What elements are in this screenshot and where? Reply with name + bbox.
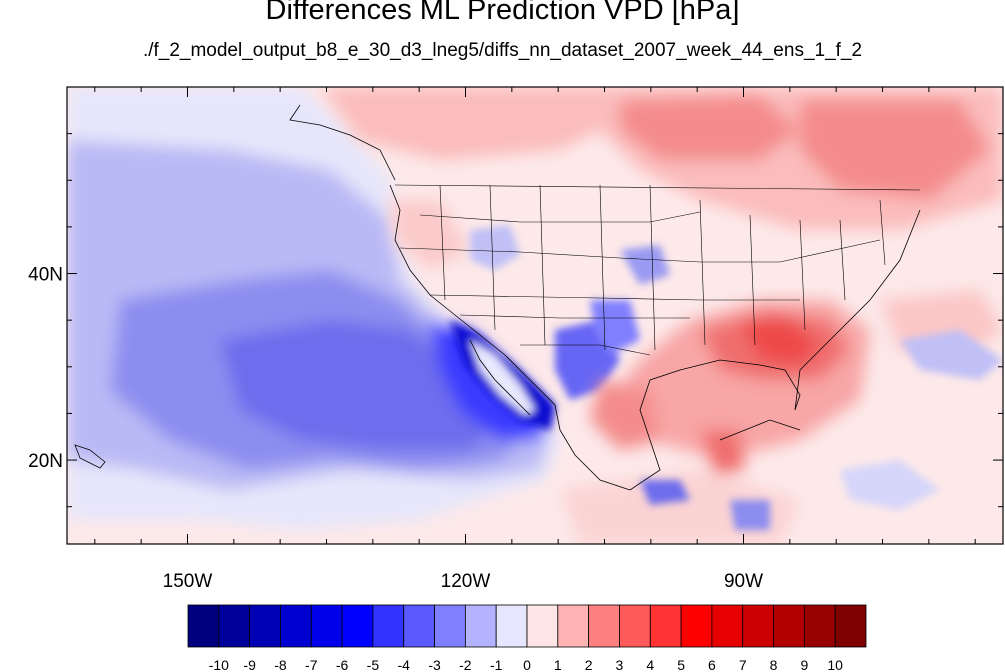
coastlines <box>74 104 921 491</box>
colorbar-label: -1 <box>490 657 503 672</box>
colorbar-swatch <box>773 604 805 648</box>
colorbar-label: 2 <box>585 657 593 672</box>
colorbar: -10 -9 -8 -7 -6 -5 -4 -3 -2 -1 0 1 2 3 4 5 6 7 8 9 10 <box>187 604 867 672</box>
colorbar-swatch <box>834 604 867 648</box>
colorbar-swatch <box>403 604 435 648</box>
colorbar-swatch <box>187 604 220 648</box>
colorbar-label: -4 <box>398 657 411 672</box>
colorbar-label: -7 <box>305 657 318 672</box>
colorbar-label: 5 <box>677 657 685 672</box>
colorbar-label: 3 <box>616 657 624 672</box>
colorbar-swatch <box>649 604 682 648</box>
colorbar-label: -3 <box>428 657 441 672</box>
colorbar-swatch <box>434 604 466 648</box>
colorbar-swatch <box>280 604 312 648</box>
colorbar-label: 0 <box>523 657 531 672</box>
colorbar-swatch <box>218 604 251 648</box>
map-frame <box>66 86 1004 545</box>
map-field <box>67 87 1003 544</box>
colorbar-swatch <box>341 604 374 648</box>
colorbar-label: 8 <box>770 657 778 672</box>
colorbar-label: -9 <box>243 657 256 672</box>
colorbar-swatch <box>249 604 281 648</box>
colorbar-swatch <box>588 604 620 648</box>
colorbar-swatch <box>495 604 528 648</box>
latitude-ticks: 40N 20N <box>28 86 1003 508</box>
colorbar-label: 7 <box>739 657 747 672</box>
colorbar-swatch <box>464 604 497 648</box>
map-subtitle: ./f_2_model_output_b8_e_30_d3_lneg5/diff… <box>142 40 863 61</box>
colorbar-swatch <box>526 604 559 648</box>
colorbar-swatch <box>803 604 836 648</box>
lon-tick-label: 150W <box>163 571 213 592</box>
colorbar-label: 1 <box>554 657 562 672</box>
colorbar-swatch <box>680 604 713 648</box>
colorbar-label: -8 <box>274 657 287 672</box>
colorbar-label: 6 <box>708 657 716 672</box>
colorbar-swatch <box>619 604 651 648</box>
colorbar-label: 10 <box>827 657 843 672</box>
colorbar-swatch <box>310 604 343 648</box>
colorbar-label: -5 <box>367 657 380 672</box>
colorbar-swatch <box>557 604 590 648</box>
interior-negative-patches <box>470 225 1003 530</box>
colorbar-swatch <box>742 604 774 648</box>
colorbar-swatch <box>372 604 405 648</box>
lon-tick-label: 120W <box>441 571 491 592</box>
lat-tick-label: 20N <box>28 451 63 472</box>
colorbar-label: -10 <box>209 657 229 672</box>
colorbar-label: -6 <box>336 657 349 672</box>
longitude-ticks: 150W 120W 90W <box>94 87 976 592</box>
lat-tick-label: 40N <box>28 265 63 286</box>
lon-tick-label: 90W <box>724 571 763 592</box>
political-borders <box>394 184 921 356</box>
colorbar-label: 9 <box>800 657 808 672</box>
colorbar-label: 4 <box>646 657 654 672</box>
colorbar-label: -2 <box>459 657 472 672</box>
colorbar-swatch <box>711 604 744 648</box>
map-title: Differences ML Prediction VPD [hPa] <box>265 0 740 26</box>
